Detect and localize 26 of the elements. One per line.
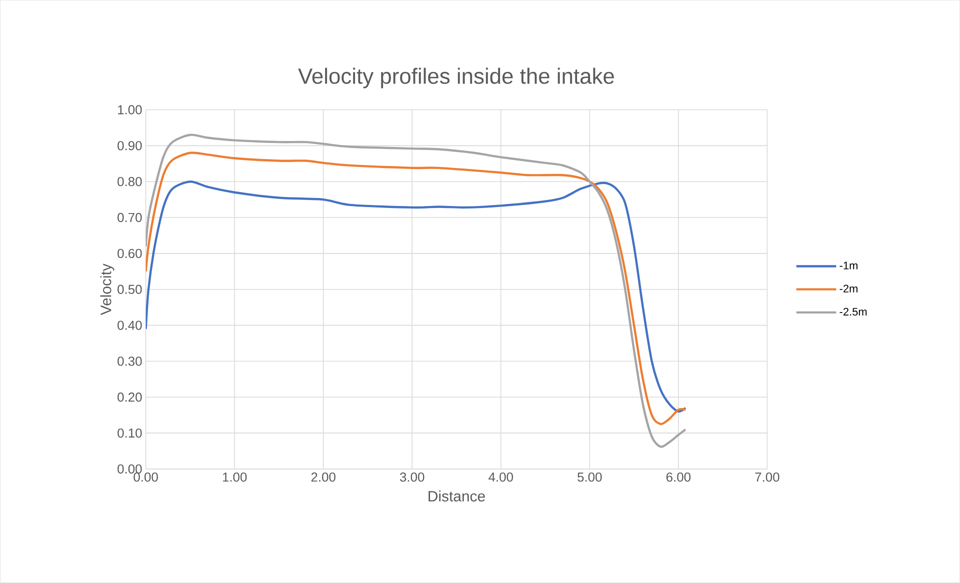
y-tick-label: 0.00 — [118, 464, 142, 474]
x-tick-label: 6.00 — [666, 472, 691, 482]
y-tick-label: 0.30 — [118, 356, 142, 366]
x-tick-label: 7.00 — [755, 472, 780, 482]
y-axis-title: Velocity — [100, 264, 114, 316]
x-tick-label: 3.00 — [400, 472, 424, 482]
x-tick-label: 1.00 — [222, 472, 247, 482]
x-tick-label: 5.00 — [578, 472, 602, 482]
y-tick-label: 0.60 — [118, 248, 142, 258]
y-tick-label: 0.90 — [118, 141, 142, 150]
x-tick-label: 2.00 — [311, 472, 336, 482]
y-tick-label: 0.80 — [118, 177, 142, 186]
y-tick-label: 0.70 — [118, 213, 142, 222]
x-tick-label: 0.00 — [134, 472, 158, 482]
chart-title: Velocity profiles inside the intake — [298, 68, 614, 88]
x-axis-title: Distance — [428, 490, 485, 502]
y-tick-label: 0.40 — [118, 320, 142, 330]
legend-label: -2m — [840, 284, 858, 293]
y-tick-label: 0.50 — [118, 284, 142, 294]
x-tick-label: 4.00 — [488, 472, 513, 482]
legend-label: -1m — [840, 262, 858, 270]
y-tick-label: 0.20 — [118, 392, 142, 402]
y-tick-label: 0.10 — [118, 428, 142, 438]
line-series — [146, 180, 687, 413]
legend-label: -2.5m — [840, 308, 867, 316]
y-tick-label: 1.00 — [118, 105, 142, 114]
